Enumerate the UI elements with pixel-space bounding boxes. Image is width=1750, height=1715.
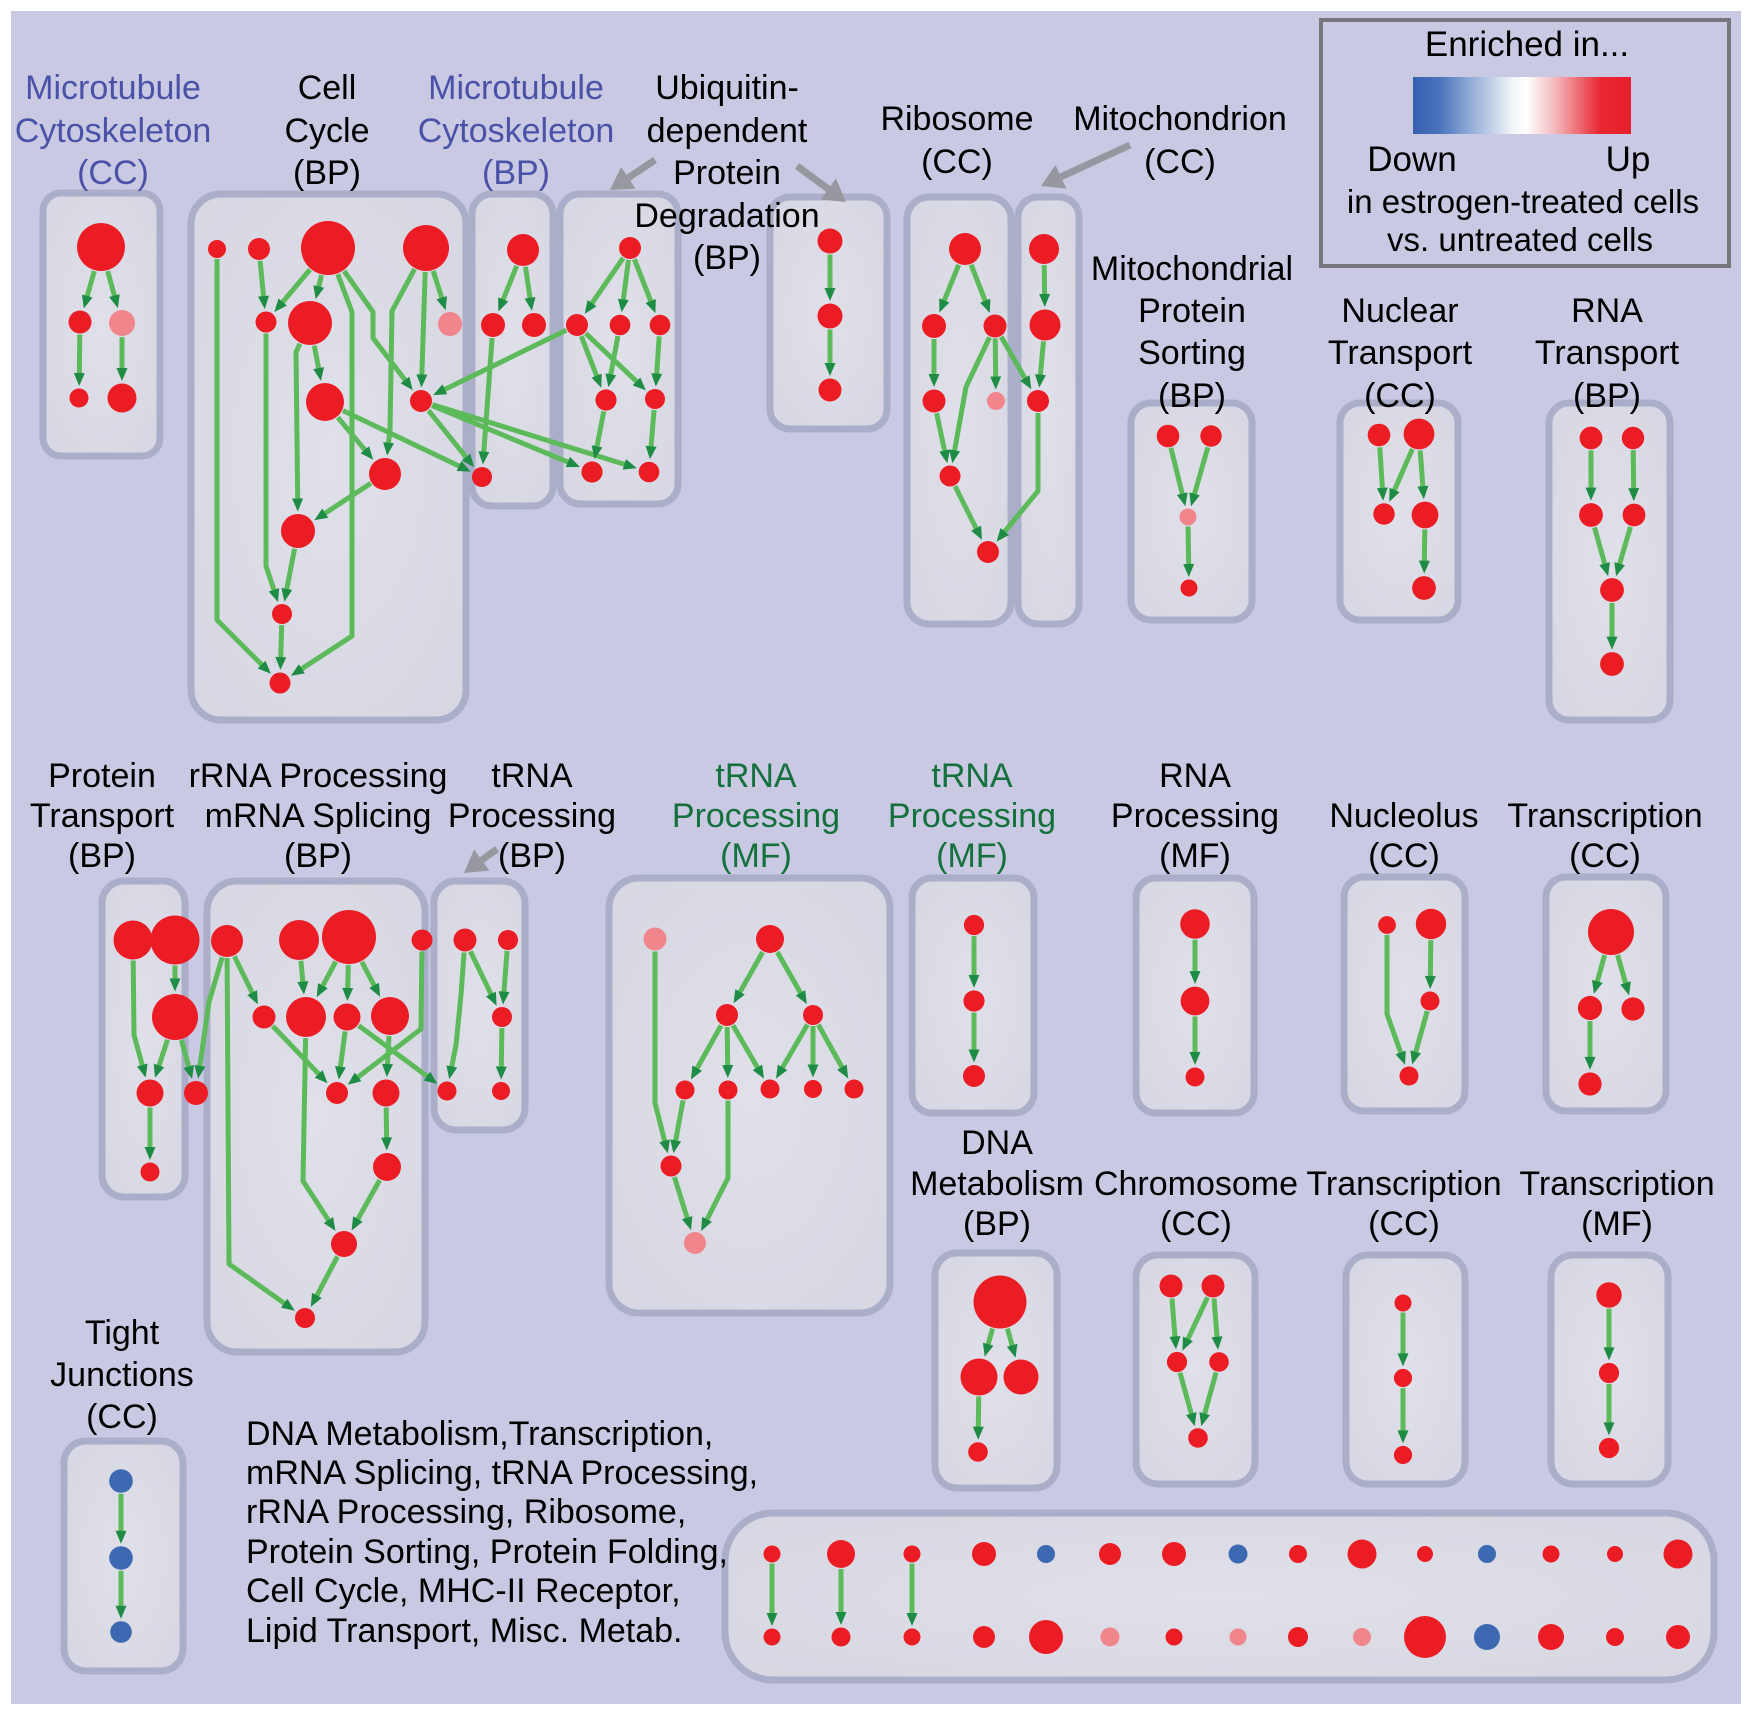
svg-text:Transport: Transport [30,797,175,835]
svg-text:Cytoskeleton: Cytoskeleton [15,112,212,150]
svg-text:DNA: DNA [961,1124,1033,1162]
svg-text:(BP): (BP) [1573,377,1641,415]
svg-text:(CC): (CC) [1160,1205,1232,1243]
svg-text:Nucleolus: Nucleolus [1329,797,1478,835]
svg-text:in estrogen-treated cells: in estrogen-treated cells [1347,183,1699,220]
svg-text:(CC): (CC) [921,143,993,181]
svg-text:Degradation: Degradation [634,197,819,235]
svg-text:(MF): (MF) [720,837,792,875]
svg-text:(BP): (BP) [693,239,761,277]
svg-text:Microtubule: Microtubule [25,69,201,107]
svg-text:(BP): (BP) [1158,377,1226,415]
svg-text:(CC): (CC) [1569,837,1641,875]
svg-text:Cytoskeleton: Cytoskeleton [418,112,615,150]
svg-text:RNA: RNA [1159,757,1231,795]
svg-text:(BP): (BP) [498,837,566,875]
svg-text:Sorting: Sorting [1138,334,1246,372]
svg-text:dependent: dependent [647,112,808,150]
svg-text:Protein: Protein [1138,292,1246,330]
svg-text:Cell Cycle, MHC-II Receptor,: Cell Cycle, MHC-II Receptor, [246,1572,681,1610]
svg-text:Metabolism: Metabolism [910,1165,1084,1203]
svg-text:Lipid Transport, Misc. Metab.: Lipid Transport, Misc. Metab. [246,1612,683,1650]
svg-text:Transcription: Transcription [1519,1165,1714,1203]
svg-text:Transcription: Transcription [1507,797,1702,835]
svg-text:Chromosome: Chromosome [1094,1165,1298,1203]
svg-text:Processing: Processing [1111,797,1279,835]
svg-text:mRNA Splicing: mRNA Splicing [205,797,432,835]
svg-text:Enriched in...: Enriched in... [1425,25,1629,64]
svg-text:Transport: Transport [1535,334,1680,372]
svg-text:Mitochondrion: Mitochondrion [1073,100,1287,138]
svg-text:(BP): (BP) [68,837,136,875]
svg-text:Processing: Processing [672,797,840,835]
svg-text:Protein: Protein [673,154,781,192]
svg-text:(BP): (BP) [284,837,352,875]
svg-text:Cycle: Cycle [284,112,369,150]
svg-text:Nuclear: Nuclear [1341,292,1458,330]
svg-text:Cell: Cell [298,69,357,107]
svg-text:Processing: Processing [448,797,616,835]
svg-text:Ribosome: Ribosome [880,100,1033,138]
svg-text:(BP): (BP) [293,154,361,192]
svg-text:Transcription: Transcription [1306,1165,1501,1203]
svg-text:Microtubule: Microtubule [428,69,604,107]
svg-text:mRNA Splicing, tRNA Processing: mRNA Splicing, tRNA Processing, [246,1454,758,1492]
svg-text:vs. untreated cells: vs. untreated cells [1387,221,1653,258]
svg-text:(CC): (CC) [86,1398,158,1436]
svg-text:(MF): (MF) [1581,1205,1653,1243]
svg-text:(BP): (BP) [963,1205,1031,1243]
svg-text:Down: Down [1367,140,1456,179]
svg-text:tRNA: tRNA [715,757,797,795]
svg-text:RNA: RNA [1571,292,1643,330]
svg-text:tRNA: tRNA [931,757,1013,795]
svg-text:Junctions: Junctions [50,1356,194,1394]
svg-text:Tight: Tight [85,1314,160,1352]
svg-text:(CC): (CC) [1364,377,1436,415]
svg-text:rRNA Processing: rRNA Processing [189,757,448,795]
svg-text:Up: Up [1606,140,1651,179]
svg-text:rRNA Processing, Ribosome,: rRNA Processing, Ribosome, [246,1493,686,1531]
svg-text:tRNA: tRNA [491,757,573,795]
svg-text:(CC): (CC) [1368,1205,1440,1243]
svg-text:DNA Metabolism,Transcription,: DNA Metabolism,Transcription, [246,1415,713,1453]
svg-text:Processing: Processing [888,797,1056,835]
svg-text:(CC): (CC) [77,154,149,192]
svg-text:Protein: Protein [48,757,156,795]
svg-text:Transport: Transport [1328,334,1473,372]
svg-text:(CC): (CC) [1368,837,1440,875]
svg-text:Protein Sorting, Protein Foldi: Protein Sorting, Protein Folding, [246,1533,728,1571]
svg-text:(MF): (MF) [936,837,1008,875]
svg-text:Ubiquitin-: Ubiquitin- [655,69,799,107]
svg-text:(MF): (MF) [1159,837,1231,875]
svg-text:(CC): (CC) [1144,143,1216,181]
svg-text:Mitochondrial: Mitochondrial [1091,250,1293,288]
svg-text:(BP): (BP) [482,154,550,192]
